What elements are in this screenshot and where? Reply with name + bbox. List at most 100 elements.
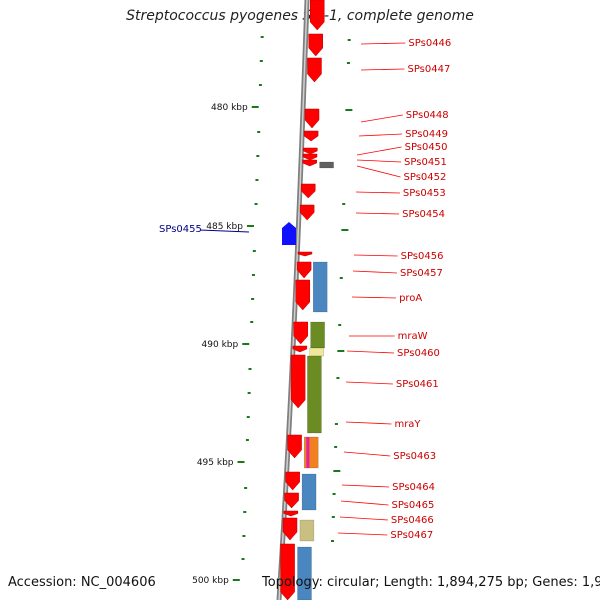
scale-tick-major — [242, 343, 250, 345]
scale-tick — [260, 36, 264, 38]
gene-arrow — [283, 510, 299, 517]
gene-label-leader — [341, 484, 390, 488]
gene-label-leader — [360, 68, 405, 71]
scale-tick — [254, 203, 258, 205]
gene-arrow — [302, 159, 317, 167]
category-box-orange — [303, 436, 319, 469]
gene-label-leader — [352, 270, 398, 274]
gene-label: mraY — [394, 419, 421, 430]
track-tick — [345, 109, 353, 111]
scale-label: 500 kbp — [192, 576, 229, 586]
category-box-gray — [319, 161, 334, 169]
gene-arrow — [287, 434, 302, 459]
gene-arrow — [300, 183, 316, 199]
gene-label-leader — [345, 421, 392, 425]
scale-tick-major — [237, 461, 245, 463]
scale-tick — [252, 250, 256, 252]
highlighted-gene-arrow — [282, 222, 296, 245]
gene-label: SPs0463 — [393, 451, 436, 462]
track-tick — [334, 446, 338, 448]
track-tick — [332, 493, 336, 495]
gene-label-leader — [339, 516, 388, 521]
gene-arrow — [280, 543, 295, 600]
category-box-magenta — [306, 437, 310, 468]
scale-tick — [259, 60, 263, 62]
track-tick — [342, 203, 346, 205]
scale-tick — [250, 321, 254, 323]
gene-arrow — [295, 279, 311, 311]
track-tick — [331, 516, 335, 518]
track-tick — [346, 62, 350, 64]
gene-label: SPs0454 — [402, 209, 445, 220]
gene-label: SPs0464 — [392, 482, 435, 493]
gene-label: SPs0451 — [404, 157, 447, 168]
gene-label: SPs0446 — [408, 38, 451, 49]
gene-arrow — [304, 108, 320, 129]
track-tick — [334, 423, 338, 425]
track-tick — [341, 229, 349, 231]
track-tick — [333, 470, 341, 472]
gene-arrow — [285, 471, 300, 491]
gene-label: SPs0447 — [407, 64, 450, 75]
gene-label-leader — [340, 500, 389, 506]
gene-arrow — [297, 251, 313, 257]
gene-arrow — [299, 204, 315, 221]
gene-label-leader — [345, 381, 393, 385]
gene-arrow — [307, 57, 322, 83]
track-tick — [347, 39, 351, 41]
gene-label: SPs0467 — [390, 530, 433, 541]
category-box-blue — [301, 473, 317, 511]
gene-arrow — [292, 345, 308, 353]
scale-tick — [255, 179, 259, 181]
scale-tick-major — [251, 106, 259, 108]
gene-label: SPs0453 — [403, 188, 446, 199]
gene-label-leader — [356, 146, 402, 156]
backbone-highlight — [278, 0, 308, 600]
gene-label: SPs0456 — [401, 251, 444, 262]
gene-arrow — [296, 261, 312, 279]
gene-label: SPs0457 — [400, 268, 443, 279]
track-tick — [336, 377, 340, 379]
gene-arrow — [309, 0, 325, 31]
scale-tick — [258, 84, 262, 86]
gene-label-leader — [337, 532, 388, 536]
scale-tick — [256, 155, 260, 157]
gene-label-leader — [343, 451, 391, 457]
scale-tick — [248, 368, 252, 370]
scale-tick-major — [232, 579, 240, 581]
scale-label: 490 kbp — [202, 340, 239, 350]
scale-tick-major — [246, 225, 254, 227]
scale-tick — [251, 274, 255, 276]
gene-label: SPs0461 — [396, 379, 439, 390]
gene-arrow — [284, 492, 299, 509]
gene-label-leader — [360, 42, 406, 45]
gene-arrow — [303, 147, 318, 155]
gene-label-leader — [356, 165, 401, 178]
gene-label-leader — [351, 296, 397, 299]
gene-label: SPs0460 — [397, 348, 440, 359]
scale-tick — [247, 392, 251, 394]
category-box-tan — [299, 519, 315, 542]
gene-label: SPs0449 — [405, 129, 448, 140]
gene-arrow — [303, 130, 319, 142]
track-tick — [337, 350, 345, 352]
scale-tick — [241, 558, 245, 560]
scale-tick — [243, 511, 247, 513]
track-tick — [338, 324, 342, 326]
scale-label: 485 kbp — [206, 222, 243, 232]
gene-label-leader — [358, 133, 403, 137]
scale-tick — [251, 298, 255, 300]
gene-label-leader — [353, 254, 398, 257]
gene-arrow — [293, 321, 308, 345]
scale-tick — [257, 131, 261, 133]
category-box-olive — [307, 355, 322, 434]
scale-tick — [245, 439, 249, 441]
track-tick — [339, 277, 343, 279]
scale-tick — [246, 416, 250, 418]
gene-arrow — [308, 33, 323, 57]
accession-text: Accession: NC_004606 — [8, 575, 156, 590]
category-box-blue — [312, 261, 328, 313]
gene-label: SPs0450 — [405, 142, 448, 153]
